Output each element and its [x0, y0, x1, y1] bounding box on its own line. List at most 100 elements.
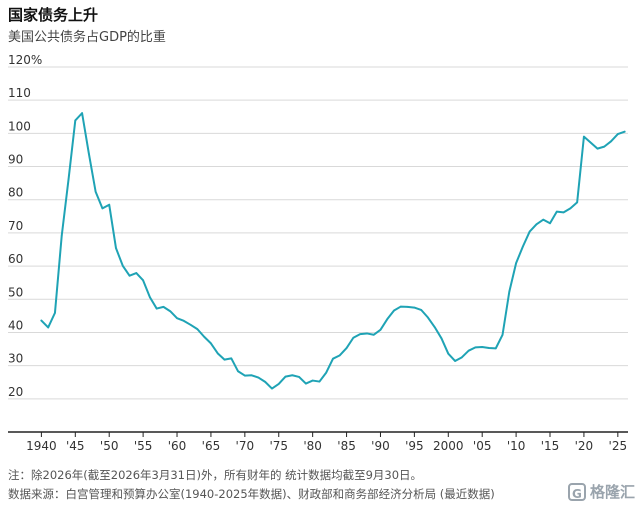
- data-point: [81, 112, 83, 114]
- data-point: [291, 374, 294, 377]
- x-tick-label: '75: [269, 439, 288, 453]
- data-point: [393, 309, 395, 312]
- data-point: [298, 376, 300, 378]
- data-point: [250, 374, 253, 377]
- x-axis: 1940 '45 '50 '55 '60 '65 '70 '75 '80 '85 '90 '95 200…: [8, 431, 628, 453]
- data-point: [108, 203, 111, 206]
- y-tick-label: 110: [8, 86, 31, 100]
- data-point: [149, 296, 151, 299]
- y-tick-label: 60: [8, 252, 23, 266]
- data-point: [454, 360, 456, 362]
- data-point: [142, 279, 144, 282]
- data-point: [216, 352, 219, 355]
- data-point: [101, 207, 104, 210]
- data-point: [576, 201, 578, 204]
- x-tick-label: '80: [303, 439, 322, 453]
- data-point: [433, 326, 436, 328]
- x-tick-label: 2000: [433, 439, 464, 453]
- chart-title: 国家债务上升: [8, 6, 99, 24]
- data-point: [115, 247, 117, 249]
- data-point: [40, 319, 43, 322]
- data-point: [623, 130, 626, 133]
- data-point: [135, 272, 138, 274]
- data-point: [617, 133, 619, 135]
- data-point: [379, 329, 382, 331]
- y-axis-labels: 20 30 40 50 60 70 80 90 100 110 120%: [8, 53, 42, 399]
- data-point: [562, 211, 565, 214]
- data-point: [67, 178, 70, 181]
- y-tick-label: 100: [8, 119, 31, 133]
- data-point: [162, 306, 165, 308]
- data-point: [74, 119, 77, 122]
- data-point: [501, 333, 504, 336]
- data-point: [237, 370, 239, 373]
- data-point: [522, 245, 524, 248]
- x-tick-label: '60: [168, 439, 187, 453]
- data-point: [121, 264, 124, 267]
- data-point: [427, 316, 429, 319]
- data-point: [542, 218, 545, 221]
- data-point: [555, 210, 558, 213]
- data-point: [406, 306, 409, 308]
- y-tick-label: 80: [8, 186, 23, 200]
- data-point: [325, 371, 328, 374]
- data-point: [467, 349, 470, 352]
- data-point: [47, 326, 49, 329]
- line-chart: 20 30 40 50 60 70 80 90 100 110 120% 1940 '45 '50 '55…: [8, 53, 628, 453]
- data-point: [400, 305, 402, 308]
- y-tick-label: 70: [8, 219, 23, 233]
- data-point: [223, 358, 226, 361]
- data-point: [366, 332, 368, 335]
- data-point: [474, 346, 477, 349]
- data-point: [494, 347, 497, 350]
- data-point: [318, 380, 321, 383]
- x-tick-label: '25: [609, 439, 628, 453]
- data-point: [264, 381, 266, 383]
- data-point: [508, 290, 511, 293]
- data-point: [420, 309, 422, 311]
- data-point: [603, 145, 606, 148]
- watermark-logo: G 格隆汇: [567, 481, 635, 502]
- data-point: [189, 324, 192, 326]
- y-tick-label: 20: [8, 385, 23, 399]
- data-point: [94, 190, 97, 193]
- data-point: [203, 335, 205, 338]
- data-point: [155, 307, 158, 310]
- data-point: [359, 333, 361, 335]
- x-tick-label: '05: [473, 439, 492, 453]
- y-tick-label: 30: [8, 352, 23, 366]
- data-point: [372, 333, 375, 336]
- x-tick-label: '65: [202, 439, 221, 453]
- data-point: [196, 328, 199, 330]
- data-point: [176, 317, 178, 319]
- x-tick-label: '10: [507, 439, 526, 453]
- gridlines: [8, 66, 628, 400]
- x-tick-label: '55: [134, 439, 153, 453]
- y-tick-label: 120%: [8, 53, 42, 67]
- data-point: [169, 310, 172, 313]
- data-point: [60, 234, 63, 237]
- y-tick-label: 50: [8, 285, 23, 299]
- data-point: [447, 352, 450, 355]
- data-point: [183, 320, 185, 322]
- data-point: [535, 223, 538, 226]
- data-point: [277, 383, 280, 385]
- data-point: [230, 357, 233, 360]
- data-point: [345, 347, 348, 349]
- data-point: [54, 312, 56, 314]
- data-point: [583, 135, 585, 138]
- data-point: [549, 222, 551, 225]
- data-point: [515, 262, 517, 264]
- data-point: [528, 230, 531, 233]
- x-tick-label: '85: [337, 439, 356, 453]
- series-line-0: [40, 112, 626, 390]
- y-tick-label: 90: [8, 153, 23, 167]
- data-point: [305, 382, 307, 385]
- y-tick-label: 40: [8, 318, 23, 332]
- data-point: [311, 379, 314, 382]
- data-point: [244, 374, 246, 377]
- x-tick-label: 1940: [26, 439, 57, 453]
- data-point: [257, 376, 260, 379]
- x-tick-label: '50: [100, 439, 119, 453]
- x-tick-label: '15: [541, 439, 560, 453]
